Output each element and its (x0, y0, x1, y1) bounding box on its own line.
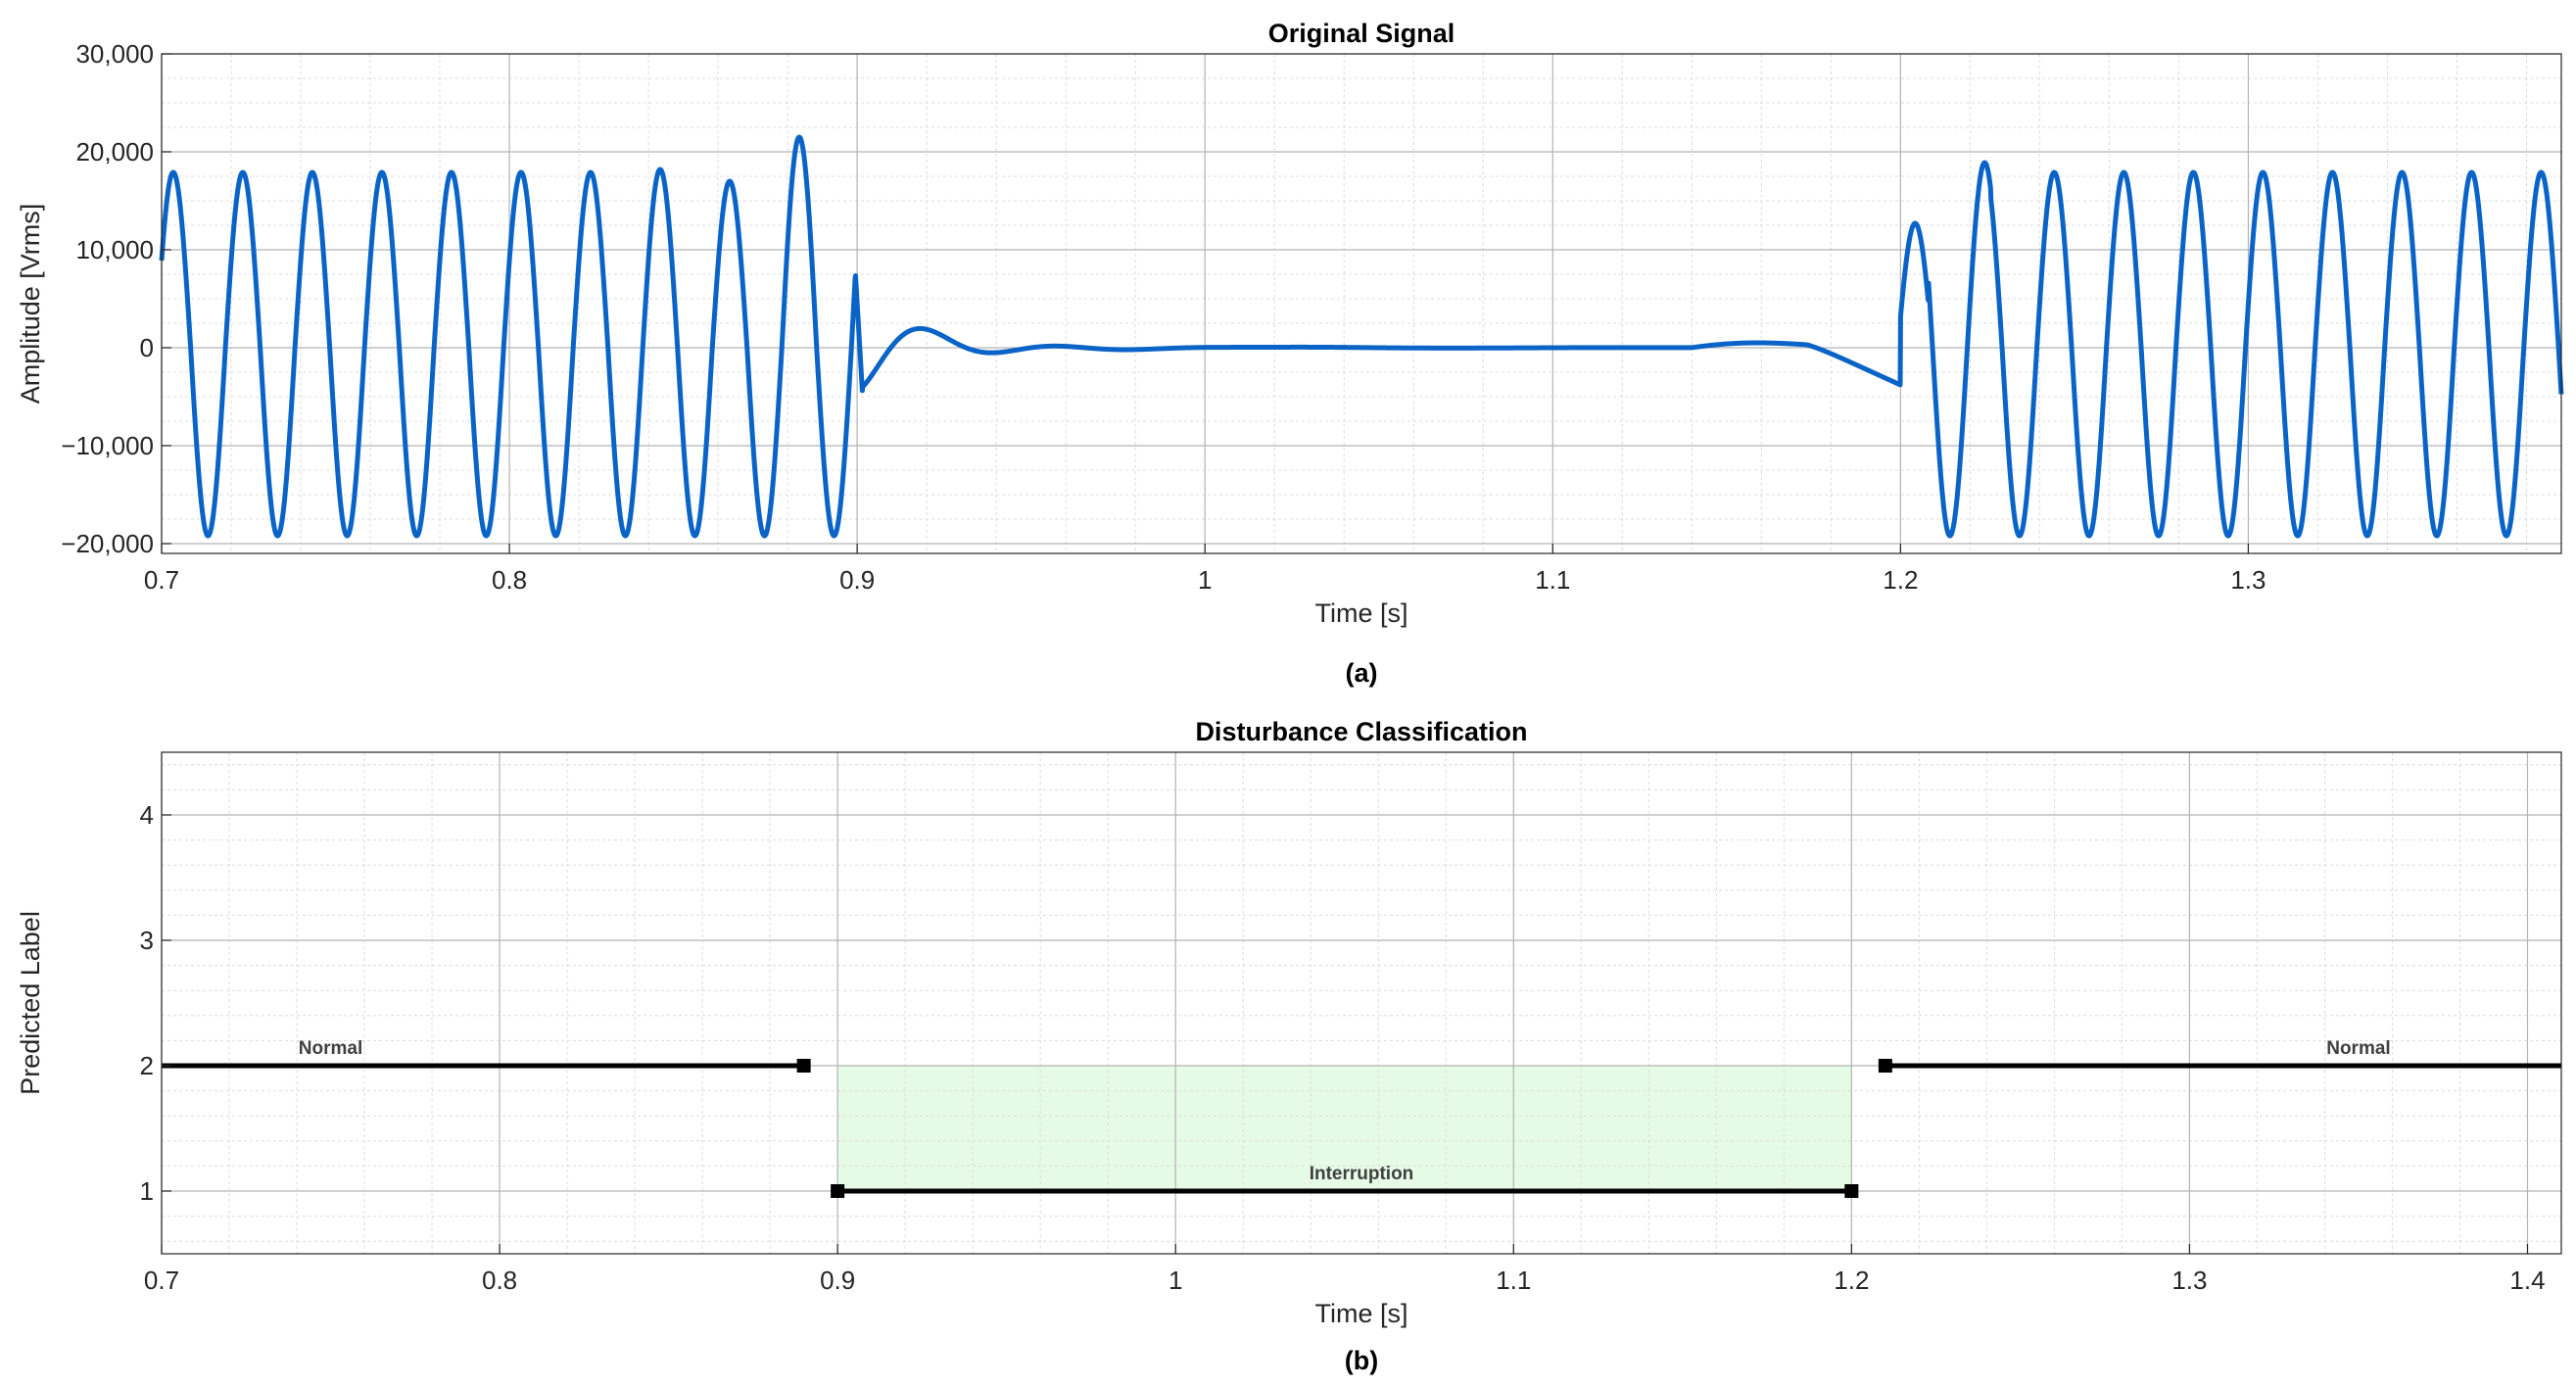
y-ticks-b: 1 2 3 4 (140, 800, 171, 1206)
segment-label: Interruption (1310, 1164, 1414, 1184)
x-tick-label: 0.9 (839, 565, 875, 595)
x-ticks-a: 0.7 0.8 0.9 1 1.1 1.2 1.3 (144, 544, 2266, 595)
x-tick-label: 1.3 (2171, 1266, 2207, 1295)
classification-segments: Normal Interruption Normal (162, 1038, 2561, 1198)
plot-area-a (162, 54, 2561, 553)
segment-end-marker (1844, 1184, 1859, 1198)
x-tick-label: 0.7 (144, 1266, 179, 1295)
x-axis-label-b: Time [s] (1314, 1299, 1407, 1328)
axes-frame-a (161, 53, 2562, 554)
x-tick-label: 1 (1169, 1266, 1182, 1295)
y-tick-label: 1 (140, 1176, 154, 1206)
chart-title-b: Disturbance Classification (1195, 717, 1527, 746)
y-tick-label: 4 (140, 800, 154, 830)
y-tick-label: 2 (140, 1051, 154, 1080)
segment-start-marker (831, 1184, 845, 1198)
x-tick-label: 1.2 (1834, 1266, 1869, 1295)
y-tick-label: 30,000 (75, 39, 154, 69)
y-axis-label-b: Predicted Label (16, 911, 45, 1095)
signal-line (159, 134, 2564, 539)
x-ticks-b: 0.7 0.8 0.9 1 1.1 1.2 1.3 1.4 (144, 1244, 2546, 1295)
y-tick-label: −10,000 (61, 431, 154, 460)
segment-end-marker (796, 1059, 811, 1073)
x-tick-label: 0.8 (492, 565, 527, 595)
x-tick-label: 1.1 (1535, 565, 1570, 595)
x-tick-label: 1.3 (2230, 565, 2266, 595)
x-tick-label: 1.2 (1883, 565, 1918, 595)
x-tick-label: 1.1 (1496, 1266, 1531, 1295)
chart-title-a: Original Signal (1268, 19, 1455, 48)
x-tick-label: 1.4 (2509, 1266, 2545, 1295)
segment-label: Normal (2326, 1038, 2390, 1059)
x-tick-label: 0.9 (820, 1266, 855, 1295)
x-axis-label-a: Time [s] (1314, 598, 1407, 628)
axes-frame-b (161, 751, 2562, 1255)
y-tick-label: −20,000 (61, 529, 154, 558)
x-tick-label: 1 (1198, 565, 1212, 595)
panel-b: Normal Interruption Normal 0.7 0.8 0.9 1 1.1 1.… (16, 717, 2562, 1375)
y-tick-label: 10,000 (75, 235, 154, 264)
x-tick-label: 0.8 (482, 1266, 517, 1295)
y-tick-label: 20,000 (75, 137, 154, 167)
y-tick-label: 0 (140, 333, 154, 362)
interruption-highlight (836, 1065, 1852, 1192)
caption-b: (b) (1345, 1346, 1378, 1375)
panel-a: 0.7 0.8 0.9 1 1.1 1.2 1.3 −20,000 −10,000 0 10,00… (16, 19, 2564, 688)
segment-label: Normal (299, 1038, 362, 1059)
caption-a: (a) (1346, 658, 1378, 688)
segment-start-marker (1878, 1059, 1892, 1073)
y-ticks-a: −20,000 −10,000 0 10,000 20,000 30,000 (61, 39, 171, 558)
x-tick-label: 0.7 (144, 565, 179, 595)
y-axis-label-a: Amplitude [Vrms] (16, 204, 45, 405)
y-tick-label: 3 (140, 926, 154, 955)
